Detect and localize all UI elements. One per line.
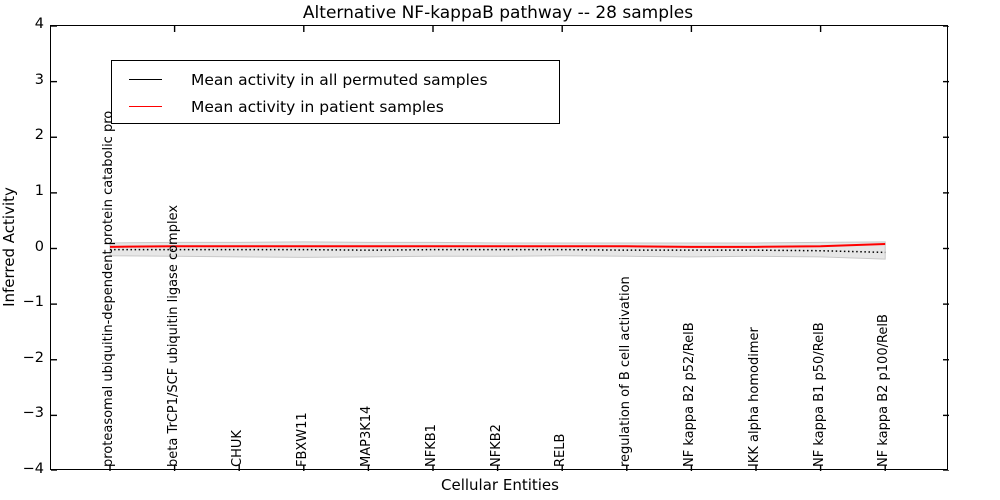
y-tick-label: 4 [34,16,44,32]
legend-item: Mean activity in all permuted samples [112,66,559,93]
x-tick-label: NF kappa B1 p50/RelB [811,322,827,467]
x-tick-label: NFKB2 [488,424,504,467]
chart-title: Alternative NF-kappaB pathway -- 28 samp… [302,3,694,23]
permuted-legend-line-swatch [129,79,162,80]
y-tick-label: 2 [34,127,44,144]
x-tick-label: NF kappa B2 p100/RelB [876,314,892,467]
y-tick-label: 1 [34,182,44,199]
legend-label: Mean activity in patient samples [191,97,444,116]
y-tick-label: −2 [22,349,44,366]
x-tick-label: proteasomal ubiquitin-dependent protein … [101,110,116,467]
x-tick-label: regulation of B cell activation [617,276,633,467]
x-axis-label: Cellular Entities [441,476,559,494]
y-tick-label: 3 [34,71,44,88]
x-tick-label: RELB [553,433,569,467]
x-tick-label: MAP3K14 [359,405,375,467]
plot-canvas [51,26,949,471]
patient-legend-line-swatch [129,106,162,107]
x-tick-label: IKK alpha homodimer [747,327,762,467]
x-tick-label: CHUK [230,430,246,467]
y-tick-label: −4 [22,461,44,477]
x-tick-label: beta TrCP1/SCF ubiquitin ligase complex [165,204,181,467]
x-tick-label: NF kappa B2 p52/RelB [682,322,698,467]
std-band [109,241,886,260]
y-tick-label: −1 [22,294,44,311]
legend-label: Mean activity in all permuted samples [191,70,488,89]
legend-item: Mean activity in patient samples [112,93,559,120]
x-tick-label: FBXW11 [294,412,310,467]
x-tick-label: NFKB1 [424,424,439,467]
y-tick-label: −3 [22,405,44,422]
y-tick-label: 0 [34,238,44,255]
plot-area: Mean activity in all permuted samples Mea… [50,25,949,471]
patient-mean-line [109,243,886,248]
legend: Mean activity in all permuted samples Mea… [111,60,560,124]
